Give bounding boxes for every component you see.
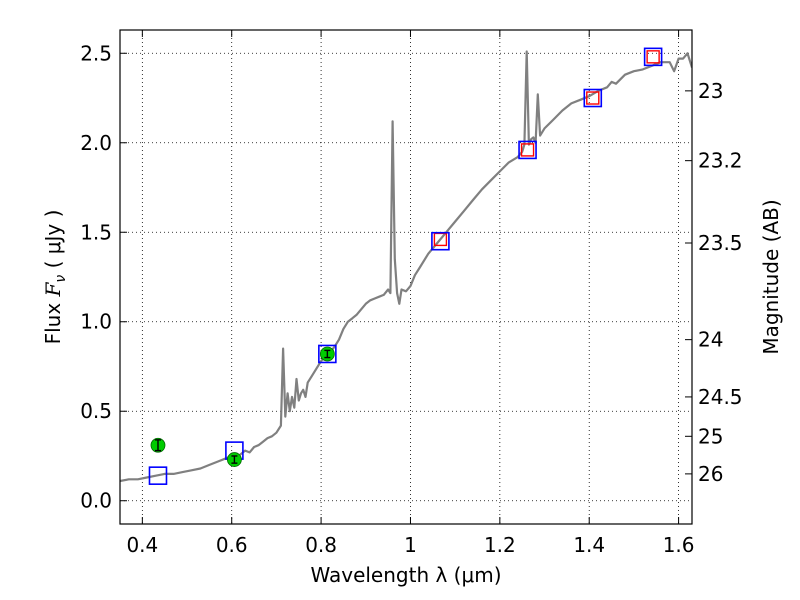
synthetic-band-marker: [643, 47, 663, 67]
y-tick-label: 2.0: [80, 131, 112, 155]
y2-tick-label: 26: [698, 462, 723, 486]
synthetic-band-marker: [318, 344, 337, 364]
y2-tick-label: 23.5: [698, 231, 743, 255]
y-axis-title-subscript: ν: [53, 275, 69, 283]
synthetic-band-marker: [148, 466, 168, 485]
y-tick-label: 1.5: [80, 220, 112, 244]
axis-ticks: 0.4 0.6 0.8 1 1.2 1.4 1.6 0.0 0.5 1.0 1.5 2.0 2.5 23 2…: [80, 30, 743, 557]
model-photometry-marker: [520, 143, 535, 157]
y2-tick-label: 23: [698, 79, 723, 103]
plot-area: [120, 47, 692, 485]
y2-tick-label: 24.5: [698, 385, 743, 409]
x-tick-label: 0.6: [216, 533, 248, 557]
y-axis-title-prefix: Flux: [41, 296, 65, 344]
y-axis-title-symbol: F: [41, 281, 65, 297]
y-axis-title: Flux Fν ( μJy ): [41, 210, 69, 345]
x-tick-label: 0.4: [126, 533, 158, 557]
model-photometry-marker: [586, 91, 600, 105]
y-tick-label: 1.0: [80, 310, 112, 334]
x-tick-label: 1.4: [573, 533, 605, 557]
synthetic-band-marker: [583, 88, 603, 108]
y-axis-title-suffix: ( μJy ): [41, 210, 65, 275]
y2-axis-title: Magnitude (AB): [759, 199, 783, 354]
x-tick-label: 1.2: [484, 533, 516, 557]
grid: [120, 30, 692, 524]
model-photometry-marker: [646, 50, 660, 64]
y2-tick-label: 25: [698, 424, 723, 448]
y-tick-label: 0.5: [80, 399, 112, 423]
x-axis-title: Wavelength λ (μm): [310, 563, 501, 587]
synthetic-band-marker: [518, 140, 537, 160]
spectrum-line: [120, 50, 692, 483]
y-tick-label: 0.0: [80, 489, 112, 513]
y-tick-label: 2.5: [80, 41, 112, 65]
x-tick-label: 1.6: [663, 533, 695, 557]
y2-tick-label: 23.2: [698, 149, 743, 173]
x-tick-label: 0.8: [305, 533, 337, 557]
x-tick-label: 1: [404, 533, 417, 557]
y2-tick-label: 24: [698, 328, 723, 352]
plot-frame: [119, 29, 693, 525]
synthetic-band-marker: [431, 231, 450, 251]
